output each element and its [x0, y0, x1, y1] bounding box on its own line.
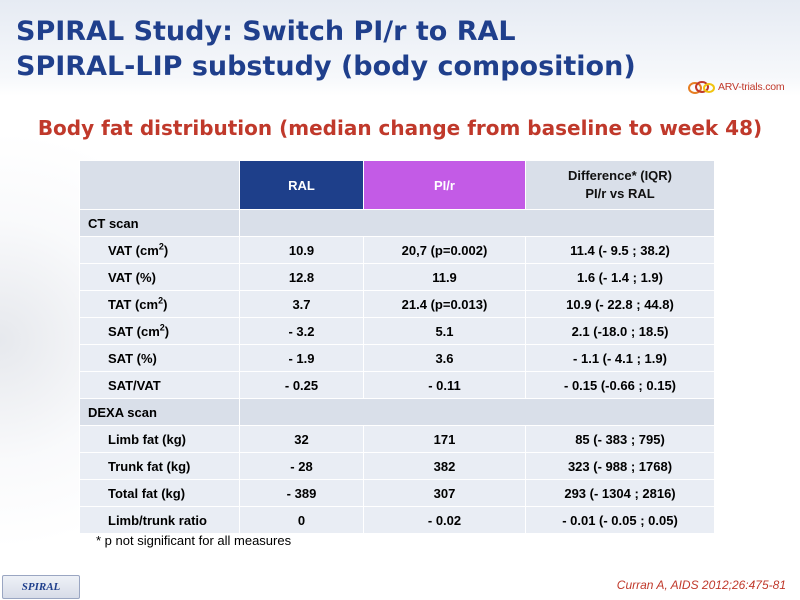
cell-difference: 323 (- 988 ; 1768) — [525, 452, 715, 480]
header-difference: Difference* (IQR) PI/r vs RAL — [525, 160, 715, 210]
cell-pir: 3.6 — [363, 344, 526, 372]
header-ral: RAL — [239, 160, 364, 210]
section-fill — [239, 398, 715, 426]
cell-ral: 10.9 — [239, 236, 364, 264]
cell-difference: 85 (- 383 ; 795) — [525, 425, 715, 453]
footnote: * p not significant for all measures — [96, 533, 292, 548]
cell-difference: 11.4 (- 9.5 ; 38.2) — [525, 236, 715, 264]
table-row: Trunk fat (kg) - 28 382 323 (- 988 ; 176… — [79, 452, 715, 480]
header-difference-line-1: Difference* (IQR) — [567, 168, 673, 183]
cell-pir: - 0.02 — [363, 506, 526, 534]
row-label: SAT (cm2) — [79, 317, 240, 345]
cell-pir: 382 — [363, 452, 526, 480]
row-label: Total fat (kg) — [79, 479, 240, 507]
table-row: Limb/trunk ratio 0 - 0.02 - 0.01 (- 0.05… — [79, 506, 715, 534]
cell-ral: - 28 — [239, 452, 364, 480]
title-band — [0, 0, 800, 96]
cell-ral: 3.7 — [239, 290, 364, 318]
cell-ral: - 1.9 — [239, 344, 364, 372]
header-pir: PI/r — [363, 160, 526, 210]
cell-ral: 0 — [239, 506, 364, 534]
section-row-ct: CT scan — [79, 209, 715, 237]
section-label-dexa: DEXA scan — [79, 398, 240, 426]
row-label: Trunk fat (kg) — [79, 452, 240, 480]
cell-pir: 20,7 (p=0.002) — [363, 236, 526, 264]
cell-ral: - 3.2 — [239, 317, 364, 345]
row-label: TAT (cm2) — [79, 290, 240, 318]
citation: Curran A, AIDS 2012;26:475-81 — [616, 578, 786, 592]
cell-ral: 32 — [239, 425, 364, 453]
table-row: SAT (cm2) - 3.2 5.1 2.1 (-18.0 ; 18.5) — [79, 317, 715, 345]
table-row: VAT (cm2) 10.9 20,7 (p=0.002) 11.4 (- 9.… — [79, 236, 715, 264]
header-blank-cell — [79, 160, 240, 210]
cell-difference: 1.6 (- 1.4 ; 1.9) — [525, 263, 715, 291]
cell-pir: 307 — [363, 479, 526, 507]
slide-subtitle: Body fat distribution (median change fro… — [37, 116, 763, 140]
slide-title-line-2: SPIRAL-LIP substudy (body composition) — [16, 51, 636, 82]
row-label: SAT/VAT — [79, 371, 240, 399]
cell-difference: 10.9 (- 22.8 ; 44.8) — [525, 290, 715, 318]
cell-pir: 5.1 — [363, 317, 526, 345]
slide-title-line-1: SPIRAL Study: Switch PI/r to RAL — [16, 16, 516, 47]
row-label: Limb/trunk ratio — [79, 506, 240, 534]
cell-pir: - 0.11 — [363, 371, 526, 399]
cell-ral: - 389 — [239, 479, 364, 507]
table-row: SAT/VAT - 0.25 - 0.11 - 0.15 (-0.66 ; 0.… — [79, 371, 715, 399]
row-label: SAT (%) — [79, 344, 240, 372]
row-label: VAT (cm2) — [79, 236, 240, 264]
cell-difference: - 0.01 (- 0.05 ; 0.05) — [525, 506, 715, 534]
cell-ral: - 0.25 — [239, 371, 364, 399]
table-row: Limb fat (kg) 32 171 85 (- 383 ; 795) — [79, 425, 715, 453]
cell-pir: 21.4 (p=0.013) — [363, 290, 526, 318]
section-row-dexa: DEXA scan — [79, 398, 715, 426]
section-label-ct: CT scan — [79, 209, 240, 237]
cell-difference: - 1.1 (- 4.1 ; 1.9) — [525, 344, 715, 372]
cell-difference: 2.1 (-18.0 ; 18.5) — [525, 317, 715, 345]
study-tag: SPIRAL — [2, 575, 80, 599]
table-header-row: RAL PI/r Difference* (IQR) PI/r vs RAL — [79, 160, 715, 210]
logo-text: ARV-trials.com — [718, 81, 785, 93]
row-label: VAT (%) — [79, 263, 240, 291]
table-row: SAT (%) - 1.9 3.6 - 1.1 (- 4.1 ; 1.9) — [79, 344, 715, 372]
cell-difference: 293 (- 1304 ; 2816) — [525, 479, 715, 507]
body-fat-table: RAL PI/r Difference* (IQR) PI/r vs RAL C… — [79, 160, 715, 534]
cell-pir: 171 — [363, 425, 526, 453]
section-fill — [239, 209, 715, 237]
header-difference-line-2: PI/r vs RAL — [585, 186, 655, 201]
row-label: Limb fat (kg) — [79, 425, 240, 453]
table-row: VAT (%) 12.8 11.9 1.6 (- 1.4 ; 1.9) — [79, 263, 715, 291]
cell-pir: 11.9 — [363, 263, 526, 291]
table-row: Total fat (kg) - 389 307 293 (- 1304 ; 2… — [79, 479, 715, 507]
slide-title: SPIRAL Study: Switch PI/r to RAL SPIRAL-… — [16, 14, 636, 84]
arv-logo-icon — [688, 81, 715, 94]
cell-difference: - 0.15 (-0.66 ; 0.15) — [525, 371, 715, 399]
arv-trials-logo: ARV-trials.com — [686, 78, 785, 96]
table-row: TAT (cm2) 3.7 21.4 (p=0.013) 10.9 (- 22.… — [79, 290, 715, 318]
cell-ral: 12.8 — [239, 263, 364, 291]
